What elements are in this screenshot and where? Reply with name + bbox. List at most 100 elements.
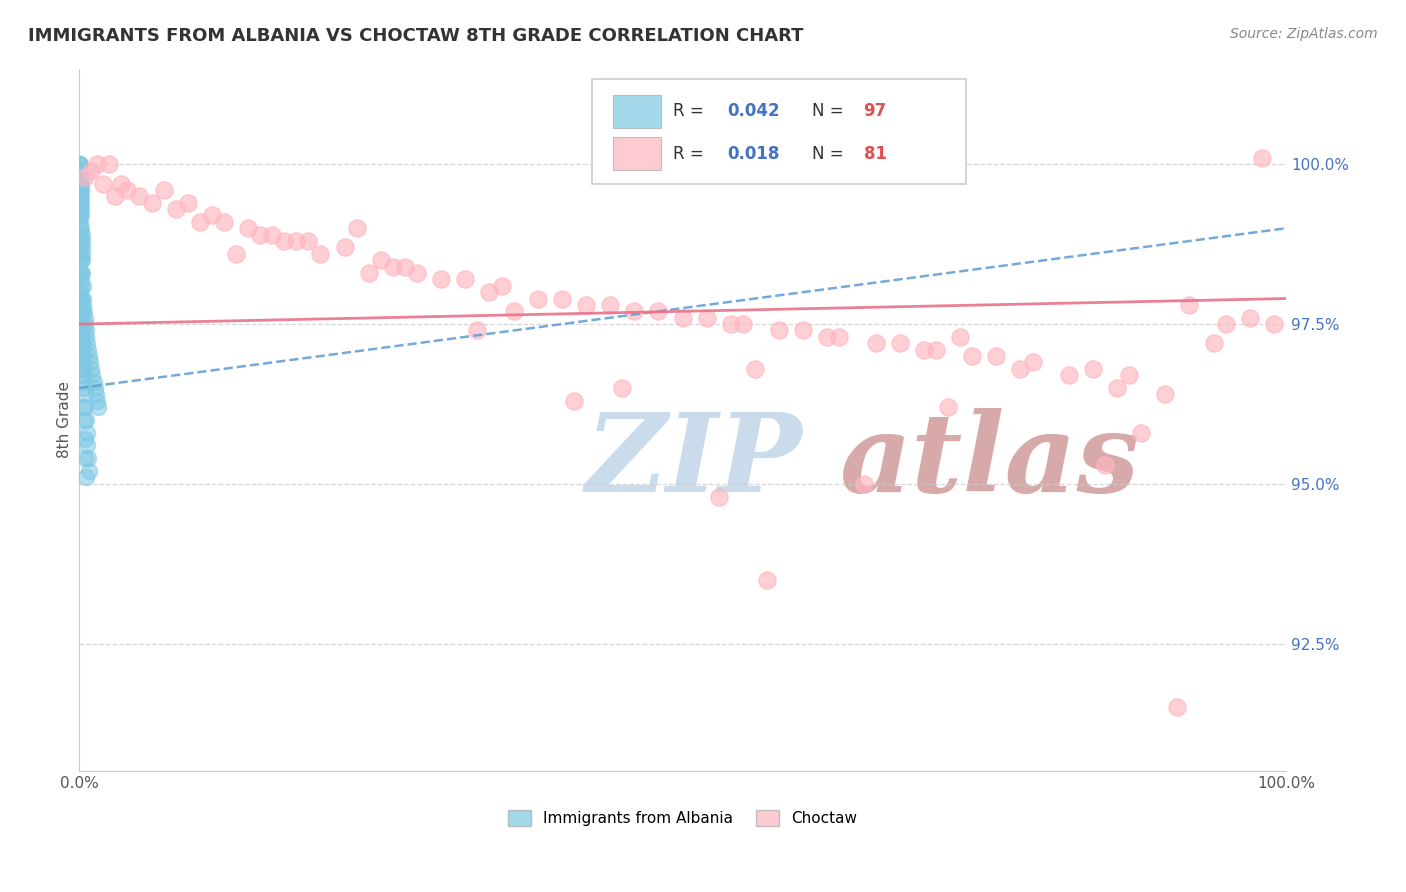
Point bbox=[309, 247, 332, 261]
Point bbox=[165, 202, 187, 216]
Point bbox=[69, 195, 91, 210]
Text: R =: R = bbox=[673, 103, 709, 120]
Point bbox=[333, 240, 356, 254]
Point bbox=[69, 177, 91, 191]
Point bbox=[76, 425, 98, 440]
Point bbox=[86, 393, 108, 408]
Point bbox=[236, 221, 259, 235]
Point bbox=[623, 304, 645, 318]
Point bbox=[75, 330, 97, 344]
Point bbox=[69, 170, 91, 185]
Point bbox=[69, 215, 91, 229]
Point bbox=[177, 195, 200, 210]
Point bbox=[73, 432, 96, 446]
Point bbox=[720, 317, 742, 331]
Point bbox=[69, 209, 91, 223]
Point bbox=[212, 215, 235, 229]
Text: IMMIGRANTS FROM ALBANIA VS CHOCTAW 8TH GRADE CORRELATION CHART: IMMIGRANTS FROM ALBANIA VS CHOCTAW 8TH G… bbox=[28, 27, 804, 45]
Text: N =: N = bbox=[811, 103, 849, 120]
Point bbox=[69, 209, 91, 223]
Point bbox=[72, 400, 94, 414]
Point bbox=[599, 298, 621, 312]
Point bbox=[70, 209, 93, 223]
Point bbox=[70, 227, 93, 242]
Point bbox=[73, 310, 96, 325]
Point bbox=[67, 163, 90, 178]
Point bbox=[72, 361, 94, 376]
Point bbox=[225, 247, 247, 261]
Point bbox=[69, 183, 91, 197]
Point bbox=[110, 177, 132, 191]
Y-axis label: 8th Grade: 8th Grade bbox=[58, 382, 72, 458]
Point bbox=[406, 266, 429, 280]
Point bbox=[75, 400, 97, 414]
Point bbox=[1130, 425, 1153, 440]
Point bbox=[381, 260, 404, 274]
Point bbox=[297, 234, 319, 248]
Point bbox=[72, 368, 94, 383]
Point bbox=[69, 266, 91, 280]
Point bbox=[98, 157, 121, 171]
Point bbox=[69, 177, 91, 191]
Point bbox=[70, 317, 93, 331]
Point bbox=[70, 323, 93, 337]
Text: atlas: atlas bbox=[839, 409, 1140, 516]
Point bbox=[76, 336, 98, 351]
Point bbox=[70, 292, 93, 306]
Point bbox=[70, 336, 93, 351]
Point bbox=[273, 234, 295, 248]
Point bbox=[70, 349, 93, 363]
Text: 81: 81 bbox=[863, 145, 887, 162]
Point bbox=[83, 375, 105, 389]
Point bbox=[79, 355, 101, 369]
Point bbox=[960, 349, 983, 363]
Point bbox=[75, 413, 97, 427]
Point bbox=[75, 170, 97, 185]
Point bbox=[69, 183, 91, 197]
Point bbox=[76, 343, 98, 357]
Point bbox=[1250, 151, 1272, 165]
Point bbox=[647, 304, 669, 318]
Point bbox=[575, 298, 598, 312]
Point bbox=[188, 215, 211, 229]
Point bbox=[69, 234, 91, 248]
Point bbox=[70, 317, 93, 331]
Point bbox=[491, 278, 513, 293]
Point bbox=[1154, 387, 1177, 401]
Point bbox=[69, 240, 91, 254]
Text: N =: N = bbox=[811, 145, 849, 162]
Point bbox=[852, 476, 875, 491]
Point bbox=[77, 349, 100, 363]
Point bbox=[72, 349, 94, 363]
Point bbox=[1057, 368, 1080, 383]
Point bbox=[73, 413, 96, 427]
Point bbox=[346, 221, 368, 235]
Text: Source: ZipAtlas.com: Source: ZipAtlas.com bbox=[1230, 27, 1378, 41]
Point bbox=[69, 221, 91, 235]
Point bbox=[744, 361, 766, 376]
Point bbox=[73, 375, 96, 389]
Point bbox=[82, 368, 104, 383]
Point bbox=[76, 451, 98, 466]
Point bbox=[201, 209, 224, 223]
Point bbox=[72, 381, 94, 395]
Point bbox=[69, 247, 91, 261]
Point bbox=[73, 387, 96, 401]
Point bbox=[73, 304, 96, 318]
Point bbox=[526, 292, 548, 306]
Point bbox=[671, 310, 693, 325]
Point bbox=[1021, 355, 1043, 369]
Point bbox=[394, 260, 416, 274]
Point bbox=[467, 323, 489, 337]
Point bbox=[86, 157, 108, 171]
Point bbox=[731, 317, 754, 331]
Point bbox=[69, 157, 91, 171]
Point bbox=[70, 272, 93, 286]
Point bbox=[72, 336, 94, 351]
Point bbox=[128, 189, 150, 203]
Point bbox=[1239, 310, 1261, 325]
Point bbox=[72, 292, 94, 306]
Point bbox=[69, 253, 91, 268]
Point bbox=[69, 202, 91, 216]
Point bbox=[70, 323, 93, 337]
